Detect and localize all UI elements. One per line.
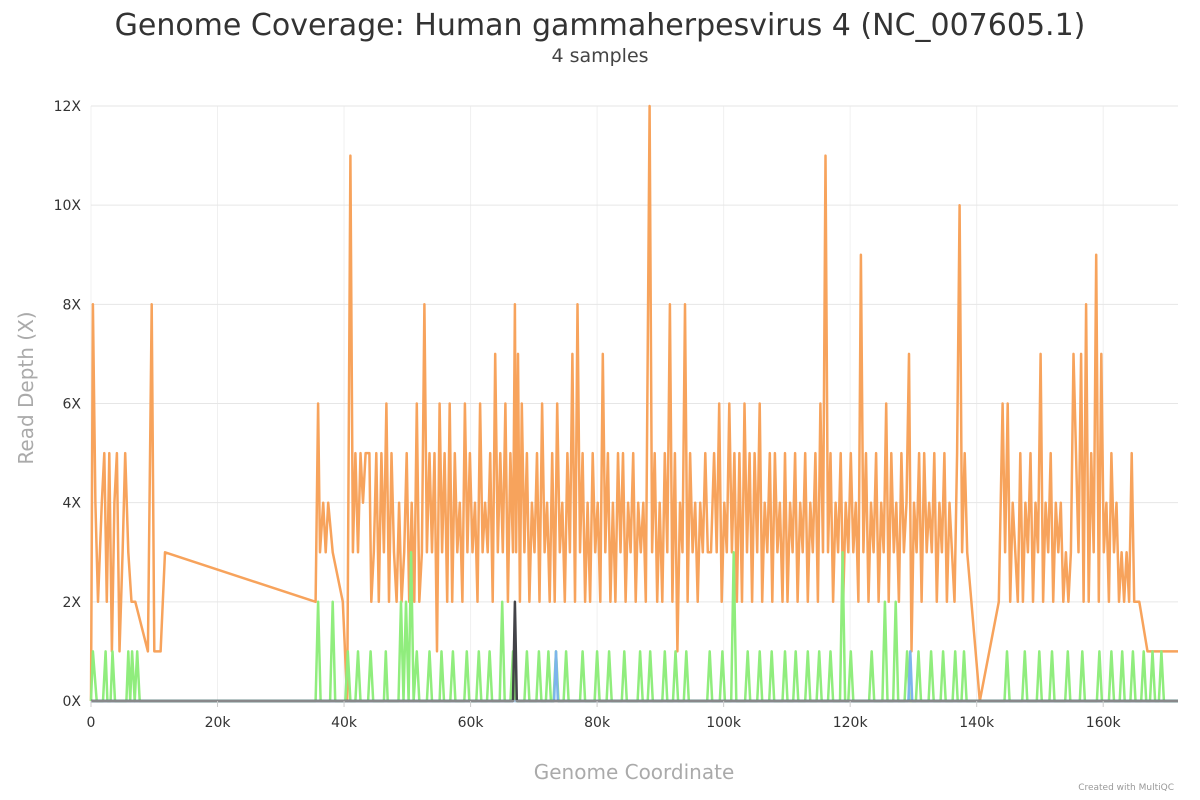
y-tick-label: 4X bbox=[63, 496, 82, 512]
x-tick-label: 100k bbox=[706, 715, 742, 731]
x-tick-label: 40k bbox=[331, 715, 358, 731]
x-tick-label: 0 bbox=[87, 715, 96, 731]
x-tick-label: 20k bbox=[205, 715, 232, 731]
x-tick-label: 160k bbox=[1086, 715, 1122, 731]
y-axis-ticks: 0X 2X 4X 6X 8X 10X 12X bbox=[54, 99, 82, 710]
y-tick-label: 12X bbox=[54, 99, 82, 115]
x-tick-label: 80k bbox=[584, 715, 611, 731]
chart-subtitle: 4 samples bbox=[551, 45, 649, 67]
credit-text[interactable]: Created with MultiQC bbox=[1078, 783, 1174, 793]
series-line-2[interactable] bbox=[89, 551, 1178, 703]
y-tick-label: 2X bbox=[63, 595, 82, 611]
y-tick-label: 0X bbox=[63, 694, 82, 710]
x-tick-label: 120k bbox=[833, 715, 869, 731]
y-tick-label: 6X bbox=[63, 397, 82, 413]
x-axis-ticks: 0 20k 40k 60k 80k 100k 120k 140k 160k bbox=[87, 701, 1122, 731]
y-gridlines bbox=[91, 105, 1178, 603]
x-tick-label: 60k bbox=[458, 715, 485, 731]
series-line-1[interactable] bbox=[89, 104, 1178, 703]
series-line-4[interactable] bbox=[91, 600, 1178, 703]
chart-title: Genome Coverage: Human gammaherpesvirus … bbox=[114, 8, 1086, 43]
y-axis-title: Read Depth (X) bbox=[14, 311, 38, 464]
series-line-3[interactable] bbox=[91, 650, 1178, 703]
y-tick-label: 10X bbox=[54, 198, 82, 214]
x-axis-title: Genome Coordinate bbox=[534, 760, 735, 784]
x-tick-label: 140k bbox=[959, 715, 995, 731]
y-tick-label: 8X bbox=[63, 297, 82, 313]
